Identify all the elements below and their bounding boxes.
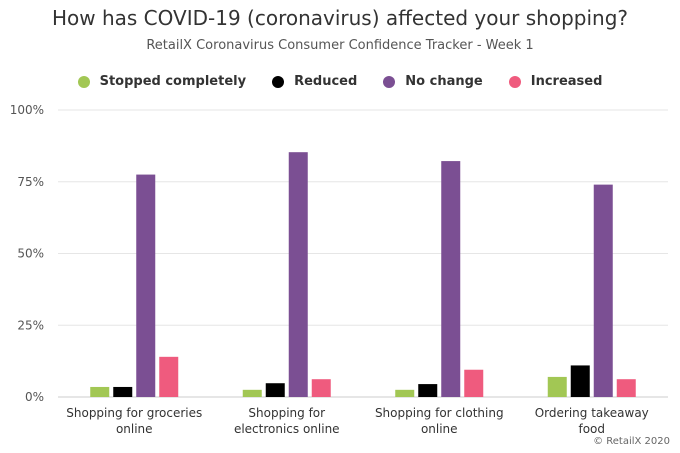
- bar-no-change: [288, 152, 308, 397]
- x-tick-label: Shopping for clothing online: [375, 406, 504, 436]
- y-tick-label: 25%: [17, 318, 44, 332]
- y-tick-label: 0%: [25, 390, 44, 404]
- bar-increased: [159, 356, 179, 397]
- y-tick-label: 50%: [17, 247, 44, 261]
- bar-reduced: [265, 383, 285, 397]
- copyright-credit: © RetailX 2020: [593, 436, 670, 447]
- legend-marker: [383, 75, 396, 88]
- bar-increased: [464, 369, 484, 397]
- bar-reduced: [570, 365, 590, 397]
- bar-stopped-completely: [242, 389, 262, 397]
- legend-label: Stopped completely: [99, 74, 247, 89]
- x-tick-label: Ordering takeaway food: [535, 406, 649, 436]
- legend-item-increased[interactable]: Increased: [508, 74, 603, 89]
- bar-no-change: [136, 174, 156, 397]
- legend-item-no-change[interactable]: No change: [383, 74, 483, 89]
- legend-marker: [77, 75, 90, 88]
- chart-title: How has COVID-19 (coronavirus) affected …: [51, 6, 629, 30]
- bar-no-change: [593, 184, 613, 397]
- y-tick-label: 100%: [10, 103, 44, 117]
- x-tick-label: Shopping for electronics online: [234, 406, 340, 436]
- bar-stopped-completely: [547, 376, 567, 397]
- legend-label: Reduced: [294, 74, 358, 89]
- legend-item-reduced[interactable]: Reduced: [272, 74, 357, 89]
- legend: Stopped completely Reduced No change Increa…: [0, 74, 680, 89]
- legend-label: No change: [405, 74, 483, 89]
- chart-subtitle: RetailX Coronavirus Consumer Confidence …: [146, 38, 534, 53]
- bar-no-change: [441, 161, 461, 397]
- bar-increased: [616, 379, 636, 397]
- x-tick-label: Shopping for groceries online: [66, 406, 202, 436]
- bar-reduced: [418, 384, 438, 397]
- bar-stopped-completely: [395, 389, 415, 397]
- legend-marker: [272, 75, 285, 88]
- bar-increased: [311, 379, 331, 397]
- legend-marker: [508, 75, 521, 88]
- bar-reduced: [113, 386, 133, 397]
- legend-label: Increased: [530, 74, 603, 89]
- bar-stopped-completely: [90, 386, 110, 397]
- legend-item-stopped-completely[interactable]: Stopped completely: [77, 74, 247, 89]
- y-tick-label: 75%: [17, 175, 44, 189]
